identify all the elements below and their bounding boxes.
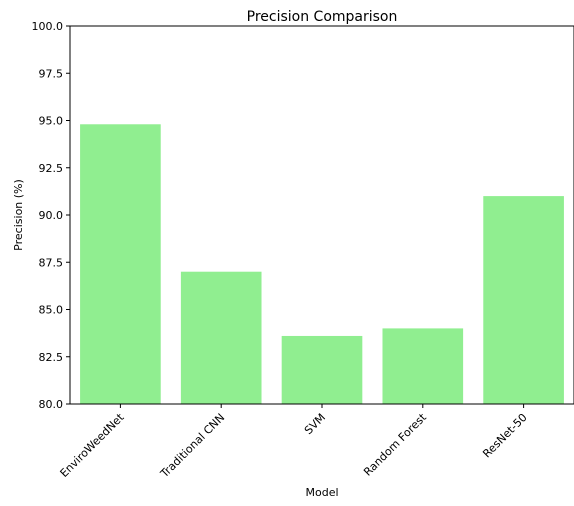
y-tick-label: 97.5 <box>39 67 64 80</box>
y-tick-label: 100.0 <box>32 20 64 33</box>
bar <box>483 196 564 404</box>
x-tick-label: Traditional CNN <box>157 411 227 481</box>
bars-layer <box>80 124 564 404</box>
chart-title: Precision Comparison <box>247 9 398 25</box>
bar <box>181 272 262 404</box>
y-tick-label: 85.0 <box>39 304 64 317</box>
bar <box>282 336 363 404</box>
x-tick-label: SVM <box>302 411 328 437</box>
y-tick-label: 82.5 <box>39 351 64 364</box>
y-tick-label: 90.0 <box>39 209 64 222</box>
y-axis-label: Precision (%) <box>12 179 25 251</box>
y-tick-label: 92.5 <box>39 162 64 175</box>
y-tick-label: 95.0 <box>39 115 64 128</box>
x-tick-label: Random Forest <box>361 410 429 478</box>
x-tick-label: ResNet-50 <box>480 411 529 460</box>
bar <box>382 328 463 404</box>
y-tick-label: 87.5 <box>39 256 64 269</box>
y-tick-label: 80.0 <box>39 398 64 411</box>
bar <box>80 124 161 404</box>
x-tick-label: EnviroWeedNet <box>58 410 127 479</box>
x-axis-label: Model <box>305 486 338 499</box>
